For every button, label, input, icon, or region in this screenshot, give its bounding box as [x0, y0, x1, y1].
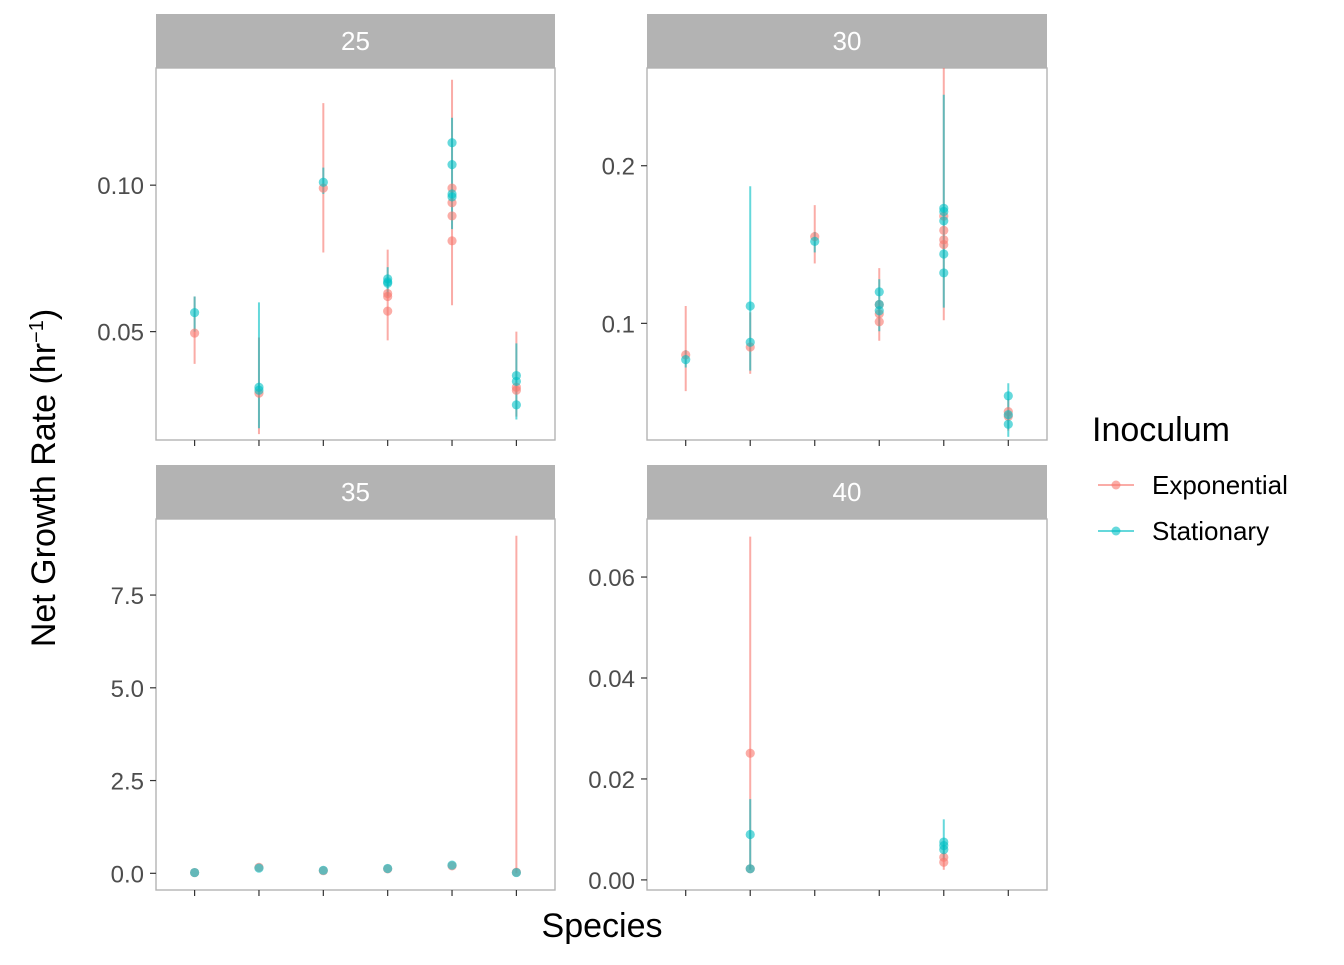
point-stationary-35-0 — [190, 867, 200, 878]
facet-strip-label-40: 40 — [833, 477, 862, 507]
point-stationary-25-10 — [447, 138, 457, 148]
point-stationary-30-11 — [939, 203, 949, 213]
facet-strip-label-30: 30 — [833, 26, 862, 56]
point-stationary-25-6 — [383, 274, 393, 284]
legend-key-dot-stationary — [1111, 526, 1121, 536]
y-tick-label-35-1: 2.5 — [111, 769, 144, 796]
legend: Inoculum Exponential Stationary — [1092, 411, 1288, 546]
facet-strip-label-25: 25 — [341, 26, 370, 56]
legend-key-dot-exponential — [1111, 480, 1121, 490]
point-stationary-25-2 — [254, 382, 264, 392]
y-axis-title-close: ) — [25, 309, 63, 320]
point-stationary-30-4 — [874, 306, 884, 316]
point-stationary-30-1 — [745, 337, 755, 347]
facet-panel-40: 40 0.00 0.02 0.04 0.06 — [588, 465, 1048, 896]
y-tick-label-40-0: 0.00 — [588, 868, 635, 895]
facet-strip-35 — [156, 465, 555, 519]
point-stationary-30-12 — [1003, 419, 1013, 429]
legend-label-exponential: Exponential — [1152, 470, 1288, 500]
x-axis-title: Species — [542, 907, 663, 945]
point-exponential-25-3 — [383, 306, 393, 316]
point-exponential-30-7 — [939, 235, 949, 245]
point-stationary-25-9 — [447, 160, 457, 170]
y-tick-label-30-0: 0.1 — [602, 311, 635, 338]
y-tick-label-25-1: 0.10 — [97, 173, 144, 200]
point-stationary-35-4 — [447, 860, 457, 870]
facet-strip-label-35: 35 — [341, 477, 370, 507]
facet-strip-40 — [647, 465, 1047, 519]
point-stationary-30-13 — [1003, 410, 1013, 420]
point-stationary-35-3 — [383, 863, 393, 874]
y-tick-label-40-2: 0.04 — [588, 666, 635, 693]
panel-border-25 — [155, 67, 556, 441]
panel-border-40 — [646, 518, 1048, 891]
y-axis-title: Net Growth Rate (hr−1) — [25, 309, 63, 647]
legend-label-stationary: Stationary — [1152, 516, 1269, 546]
facet-panels: 25 0.05 0.10 30 0.1 0.2 35 0.0 2.5 5.0 7.5 40 0.00 0.… — [97, 14, 1048, 896]
point-stationary-30-8 — [939, 249, 949, 259]
point-stationary-35-1 — [254, 863, 264, 873]
point-exponential-40-3 — [939, 852, 949, 862]
legend-entry-exponential: Exponential — [1098, 470, 1288, 500]
y-tick-label-35-2: 5.0 — [111, 676, 144, 703]
panel-border-35 — [155, 518, 556, 891]
point-stationary-35-2 — [318, 865, 328, 875]
point-stationary-30-3 — [810, 236, 820, 246]
facet-panel-35: 35 0.0 2.5 5.0 7.5 — [111, 465, 556, 896]
point-stationary-30-0 — [681, 355, 691, 365]
legend-title: Inoculum — [1092, 411, 1230, 449]
panel-border-30 — [646, 67, 1048, 441]
y-tick-label-35-0: 0.0 — [111, 861, 144, 888]
point-stationary-35-5 — [511, 867, 521, 878]
point-stationary-40-0 — [745, 829, 755, 840]
point-stationary-25-11 — [511, 400, 521, 410]
point-exponential-25-0 — [190, 328, 200, 338]
facet-strip-25 — [156, 14, 555, 68]
point-stationary-30-9 — [939, 216, 949, 226]
point-stationary-30-7 — [939, 268, 949, 278]
legend-entry-stationary: Stationary — [1098, 516, 1269, 546]
point-exponential-30-8 — [939, 225, 949, 235]
point-exponential-40-0 — [745, 748, 755, 758]
point-stationary-25-3 — [318, 177, 328, 187]
y-tick-label-30-1: 0.2 — [602, 154, 635, 181]
point-stationary-25-8 — [447, 189, 457, 199]
y-tick-label-40-1: 0.02 — [588, 767, 635, 794]
point-exponential-25-6 — [447, 236, 457, 246]
point-stationary-25-13 — [511, 370, 521, 381]
point-stationary-30-2 — [745, 301, 755, 311]
facet-panel-30: 30 0.1 0.2 — [602, 14, 1048, 446]
point-stationary-40-1 — [745, 864, 755, 874]
facet-panel-25: 25 0.05 0.10 — [97, 14, 556, 446]
point-stationary-25-0 — [190, 307, 200, 318]
y-tick-label-40-3: 0.06 — [588, 565, 635, 592]
facet-strip-30 — [647, 14, 1047, 68]
point-exponential-25-5 — [383, 288, 393, 299]
point-stationary-30-6 — [874, 287, 884, 297]
y-tick-label-35-3: 7.5 — [111, 583, 144, 610]
point-stationary-30-5 — [874, 299, 884, 310]
point-exponential-30-3 — [874, 317, 884, 327]
y-axis-title-superscript: −1 — [26, 320, 48, 343]
y-tick-label-25-0: 0.05 — [97, 320, 144, 347]
point-stationary-40-4 — [939, 837, 949, 847]
point-stationary-30-14 — [1003, 391, 1013, 401]
y-axis-title-main: Net Growth Rate (hr — [25, 343, 63, 647]
point-exponential-25-7 — [447, 211, 457, 221]
